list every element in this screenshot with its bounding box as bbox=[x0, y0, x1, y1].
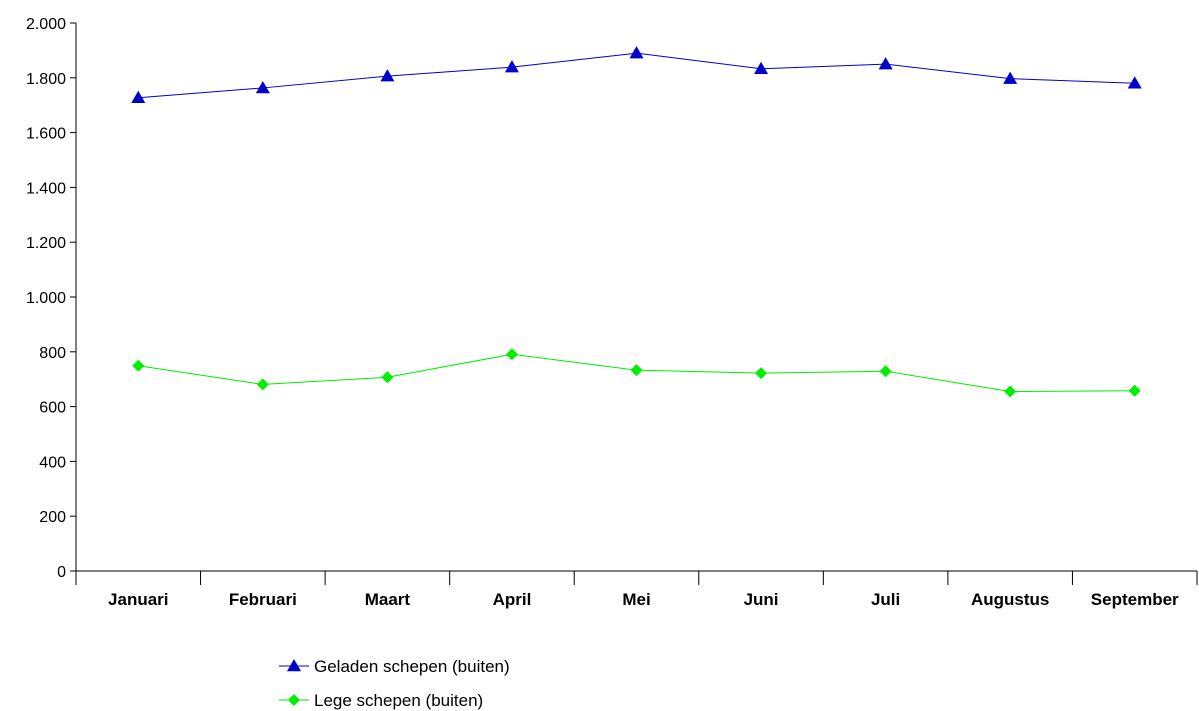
y-tick-label: 200 bbox=[39, 509, 66, 526]
legend: Geladen schepen (buiten) Lege schepen (bu… bbox=[279, 657, 510, 710]
legend-item: Geladen schepen (buiten) bbox=[279, 657, 510, 676]
legend-marker bbox=[287, 659, 301, 672]
y-tick-label: 1.200 bbox=[26, 235, 66, 252]
y-tick-label: 800 bbox=[39, 345, 66, 362]
data-point bbox=[381, 371, 394, 384]
data-point bbox=[256, 378, 269, 391]
y-tick-label: 400 bbox=[39, 454, 66, 471]
data-point bbox=[131, 90, 146, 104]
x-tick-label: Juli bbox=[871, 590, 900, 609]
data-point bbox=[630, 364, 643, 377]
data-point bbox=[878, 57, 893, 70]
x-tick-label: Maart bbox=[365, 590, 411, 609]
data-point bbox=[255, 80, 270, 94]
data-point bbox=[1004, 385, 1017, 398]
data-point bbox=[754, 61, 769, 75]
data-point bbox=[1003, 71, 1018, 84]
y-tick-label: 2.000 bbox=[26, 16, 66, 33]
data-point bbox=[879, 365, 892, 378]
y-tick-label: 1.400 bbox=[26, 180, 66, 197]
axes bbox=[75, 23, 1197, 572]
series-line bbox=[138, 52, 1135, 99]
data-point bbox=[755, 367, 768, 380]
x-tick-label: Augustus bbox=[971, 590, 1049, 609]
series-layer bbox=[131, 46, 1142, 398]
x-tick-label: September bbox=[1091, 590, 1179, 609]
y-axis-ticks: 0 200 400 600 800 1.000 1.200 1.400 1.600 1.800 2.… bbox=[26, 16, 76, 581]
y-tick-label: 600 bbox=[39, 400, 66, 417]
data-point bbox=[505, 348, 518, 361]
legend-marker bbox=[288, 694, 300, 706]
y-tick-label: 1.000 bbox=[26, 290, 66, 307]
series-0 bbox=[131, 46, 1142, 104]
x-axis-ticks: Januari Februari Maart April Mei Juni Juli Augu… bbox=[75, 571, 1198, 609]
legend-item: Lege schepen (buiten) bbox=[279, 691, 483, 710]
y-tick-label: 0 bbox=[57, 564, 66, 581]
x-tick-label: April bbox=[493, 590, 532, 609]
x-tick-label: Januari bbox=[108, 590, 168, 609]
data-point bbox=[380, 69, 395, 82]
x-tick-label: Mei bbox=[622, 590, 650, 609]
y-tick-label: 1.800 bbox=[26, 71, 66, 88]
data-point bbox=[1128, 384, 1141, 397]
data-point bbox=[1127, 76, 1142, 89]
data-point bbox=[504, 60, 519, 73]
series-1 bbox=[132, 348, 1141, 398]
legend-label: Lege schepen (buiten) bbox=[314, 691, 483, 710]
data-point bbox=[132, 359, 145, 372]
legend-label: Geladen schepen (buiten) bbox=[314, 657, 510, 676]
x-tick-label: Juni bbox=[744, 590, 779, 609]
y-tick-label: 1.600 bbox=[26, 126, 66, 143]
data-point bbox=[629, 46, 644, 59]
x-tick-label: Februari bbox=[229, 590, 297, 609]
